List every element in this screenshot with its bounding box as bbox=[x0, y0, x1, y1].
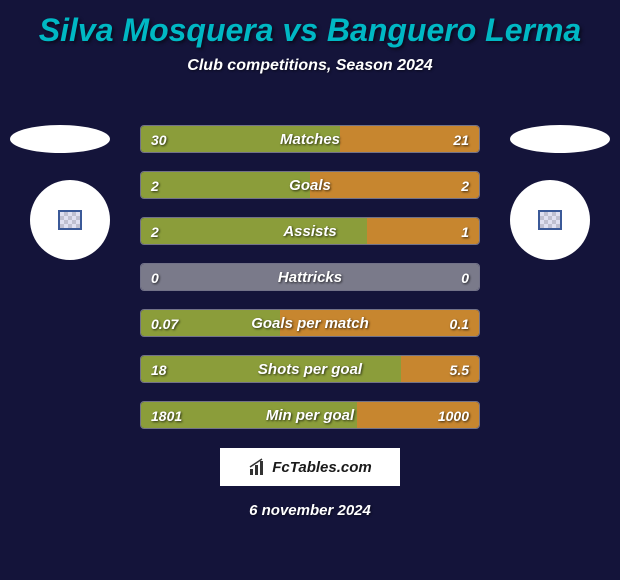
date-label: 6 november 2024 bbox=[249, 502, 371, 519]
watermark-text: FcTables.com bbox=[272, 459, 371, 476]
stat-row: 30 Matches 21 bbox=[140, 125, 480, 153]
stat-value-left: 2 bbox=[151, 172, 159, 199]
stat-value-right: 5.5 bbox=[450, 356, 469, 383]
comparison-title: Silva Mosquera vs Banguero Lerma bbox=[0, 0, 620, 49]
team-left-icon bbox=[58, 210, 82, 230]
stat-label: Assists bbox=[283, 218, 336, 245]
watermark: FcTables.com bbox=[220, 448, 400, 486]
team-right-badge bbox=[510, 180, 590, 260]
stat-value-right: 2 bbox=[461, 172, 469, 199]
stat-label: Shots per goal bbox=[258, 356, 362, 383]
stat-bar-left bbox=[141, 172, 310, 198]
stat-value-left: 18 bbox=[151, 356, 167, 383]
stat-label: Min per goal bbox=[266, 402, 354, 429]
stat-value-left: 1801 bbox=[151, 402, 182, 429]
stat-value-right: 1 bbox=[461, 218, 469, 245]
stat-value-left: 2 bbox=[151, 218, 159, 245]
stat-value-left: 30 bbox=[151, 126, 167, 153]
team-right-icon bbox=[538, 210, 562, 230]
stat-row: 2 Assists 1 bbox=[140, 217, 480, 245]
stat-label: Goals per match bbox=[251, 310, 369, 337]
stat-label: Hattricks bbox=[278, 264, 342, 291]
stat-row: 0 Hattricks 0 bbox=[140, 263, 480, 291]
stat-row: 0.07 Goals per match 0.1 bbox=[140, 309, 480, 337]
stat-label: Goals bbox=[289, 172, 331, 199]
stat-value-right: 1000 bbox=[438, 402, 469, 429]
team-left-badge bbox=[30, 180, 110, 260]
stat-value-right: 21 bbox=[453, 126, 469, 153]
stat-value-left: 0.07 bbox=[151, 310, 178, 337]
stats-container: 30 Matches 21 2 Goals 2 2 Assists 1 0 Hattricks 0 0.… bbox=[140, 125, 480, 447]
player-left-ellipse bbox=[10, 125, 110, 153]
stat-label: Matches bbox=[280, 126, 340, 153]
comparison-subtitle: Club competitions, Season 2024 bbox=[0, 57, 620, 75]
stat-bar-right bbox=[310, 172, 479, 198]
stat-value-right: 0 bbox=[461, 264, 469, 291]
stat-row: 2 Goals 2 bbox=[140, 171, 480, 199]
stat-row: 1801 Min per goal 1000 bbox=[140, 401, 480, 429]
player-right-ellipse bbox=[510, 125, 610, 153]
stat-value-right: 0.1 bbox=[450, 310, 469, 337]
stat-row: 18 Shots per goal 5.5 bbox=[140, 355, 480, 383]
stat-value-left: 0 bbox=[151, 264, 159, 291]
chart-icon bbox=[248, 457, 268, 477]
